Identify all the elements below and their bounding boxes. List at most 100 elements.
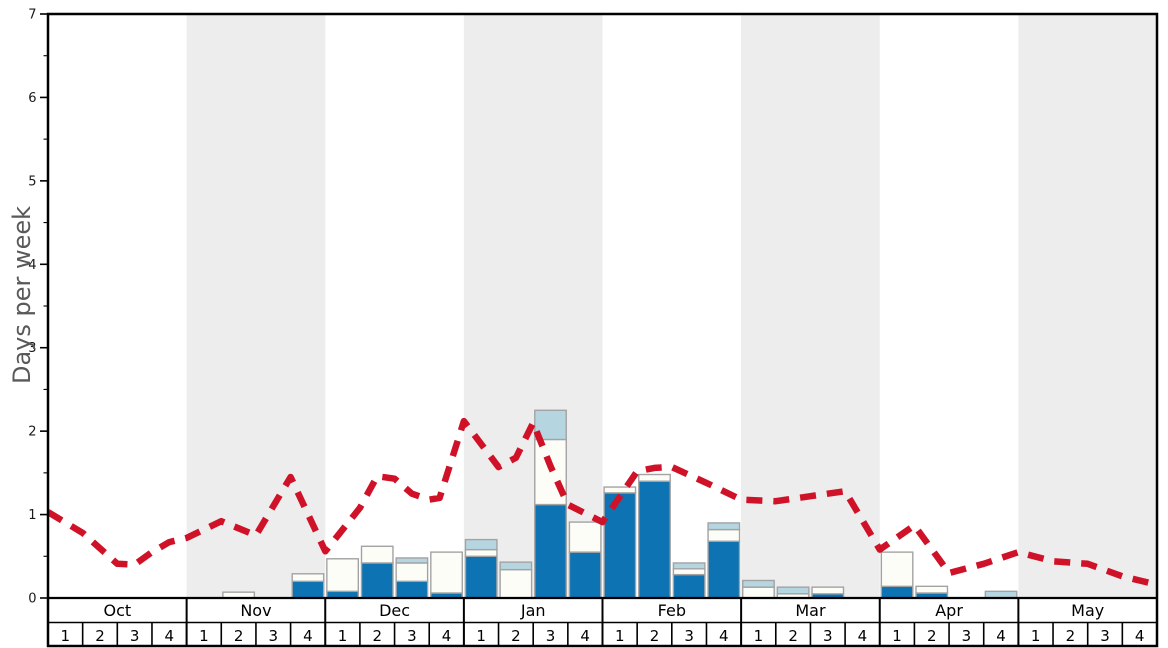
week-number-label: 3 bbox=[268, 627, 278, 645]
month-band bbox=[741, 14, 880, 598]
dark-blue-segment bbox=[880, 585, 914, 599]
week-number-label: 4 bbox=[580, 627, 590, 645]
month-band bbox=[186, 14, 326, 598]
week-number-label: 3 bbox=[823, 627, 833, 645]
week-number-label: 2 bbox=[650, 627, 660, 645]
dashed-trend-line-layer bbox=[46, 417, 1158, 588]
bar-Feb-4 bbox=[707, 522, 741, 599]
dark-blue-segment bbox=[672, 573, 706, 599]
week-number-label: 2 bbox=[1066, 627, 1076, 645]
week-number-label: 3 bbox=[684, 627, 694, 645]
y-axis-title: Days per week bbox=[8, 206, 36, 384]
light-blue-segment bbox=[672, 562, 706, 570]
white-segment bbox=[464, 548, 498, 557]
week-number-label: 2 bbox=[788, 627, 798, 645]
week-number-label: 1 bbox=[754, 627, 764, 645]
white-segment bbox=[672, 568, 706, 576]
week-number-label: 1 bbox=[892, 627, 902, 645]
light-blue-segment bbox=[464, 538, 498, 551]
y-tick-label: 6 bbox=[28, 91, 36, 106]
week-number-label: 3 bbox=[407, 627, 417, 645]
month-label-nov: Nov bbox=[240, 601, 271, 620]
bar-Jan-3 bbox=[534, 409, 567, 599]
bar-Dec-2 bbox=[360, 545, 394, 599]
white-segment bbox=[291, 573, 325, 583]
stacked-bars-layer bbox=[222, 409, 1018, 599]
white-segment bbox=[915, 585, 949, 594]
bar-Jan-4 bbox=[568, 521, 602, 599]
dark-blue-segment bbox=[638, 480, 671, 599]
week-number-label: 4 bbox=[303, 627, 313, 645]
y-tick-label: 3 bbox=[28, 341, 36, 356]
chart-frame bbox=[46, 12, 1159, 648]
month-shading-bands bbox=[186, 14, 1157, 598]
white-segment bbox=[707, 528, 741, 542]
month-band bbox=[1018, 14, 1157, 598]
light-blue-segment bbox=[395, 557, 429, 564]
dark-blue-segment bbox=[464, 555, 498, 599]
week-number-label: 3 bbox=[130, 627, 140, 645]
white-segment bbox=[638, 473, 671, 482]
month-label-feb: Feb bbox=[658, 601, 686, 620]
bar-Jan-2 bbox=[499, 561, 533, 599]
light-blue-segment bbox=[707, 522, 741, 531]
dark-blue-segment bbox=[360, 562, 394, 599]
week-number-label: 3 bbox=[546, 627, 556, 645]
light-blue-segment bbox=[742, 579, 775, 588]
week-number-label: 1 bbox=[1031, 627, 1041, 645]
week-number-label: 3 bbox=[962, 627, 972, 645]
bar-Dec-1 bbox=[326, 558, 360, 599]
dark-blue-segment bbox=[707, 540, 741, 599]
month-label-oct: Oct bbox=[103, 601, 131, 620]
light-blue-segment bbox=[776, 586, 810, 595]
week-number-label: 4 bbox=[165, 627, 175, 645]
bar-Dec-4 bbox=[430, 551, 463, 599]
bar-Feb-2 bbox=[638, 473, 671, 599]
week-number-label: 4 bbox=[719, 627, 729, 645]
week-number-label: 1 bbox=[338, 627, 348, 645]
y-tick-label: 4 bbox=[28, 258, 36, 273]
white-segment bbox=[568, 521, 602, 553]
red-dashed-trend-line bbox=[46, 417, 1158, 588]
y-tick-label: 7 bbox=[28, 8, 36, 23]
y-tick-label: 5 bbox=[28, 174, 36, 189]
week-number-label: 4 bbox=[442, 627, 452, 645]
dark-blue-segment bbox=[291, 580, 325, 599]
week-number-label: 4 bbox=[996, 627, 1006, 645]
bar-Dec-3 bbox=[395, 557, 429, 599]
white-segment bbox=[742, 586, 775, 599]
month-label-mar: Mar bbox=[795, 601, 826, 620]
white-segment bbox=[430, 551, 463, 594]
week-number-label: 2 bbox=[511, 627, 521, 645]
dark-blue-segment bbox=[568, 551, 602, 599]
week-number-label: 4 bbox=[858, 627, 868, 645]
week-number-label: 3 bbox=[1100, 627, 1110, 645]
bar-Mar-2 bbox=[776, 586, 810, 599]
week-number-label: 4 bbox=[1135, 627, 1145, 645]
bar-Mar-1 bbox=[742, 579, 775, 599]
bar-Apr-2 bbox=[915, 585, 949, 599]
bar-Nov-4 bbox=[291, 573, 325, 599]
white-segment bbox=[395, 562, 429, 583]
bar-Mar-3 bbox=[811, 586, 845, 599]
week-number-label: 1 bbox=[199, 627, 209, 645]
y-axis-layer: 0 1 2 3 4 5 6 7 bbox=[28, 8, 47, 607]
white-segment bbox=[360, 545, 394, 564]
white-segment bbox=[603, 486, 637, 494]
week-number-label: 2 bbox=[372, 627, 382, 645]
light-blue-segment bbox=[499, 561, 533, 571]
month-band bbox=[463, 14, 603, 598]
white-segment bbox=[499, 568, 533, 599]
y-tick-label: 1 bbox=[28, 508, 36, 523]
week-number-label: 2 bbox=[95, 627, 105, 645]
dark-blue-segment bbox=[534, 503, 567, 599]
bar-Jan-1 bbox=[464, 538, 498, 599]
bar-Feb-1 bbox=[603, 486, 637, 599]
month-label-may: May bbox=[1071, 601, 1104, 620]
week-number-label: 1 bbox=[476, 627, 486, 645]
month-label-apr: Apr bbox=[935, 601, 963, 620]
calendar-axis-table: Oct Nov Dec Jan Feb Mar Apr May 1 2 3 4 1 2 3 4 1 2 3 4 1 2 3 4… bbox=[46, 12, 1159, 648]
y-tick-label: 0 bbox=[28, 592, 36, 607]
